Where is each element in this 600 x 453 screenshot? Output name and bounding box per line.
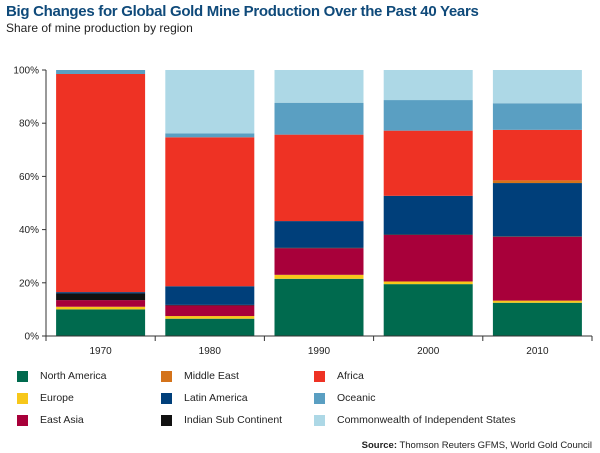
bar-segment-africa-2000 <box>383 130 473 196</box>
bar-segment-europe-1990 <box>274 274 364 279</box>
bar-segment-africa-1980 <box>165 137 255 287</box>
bar-segment-europe-1980 <box>165 316 255 319</box>
chart-axes: 0% 20% 40% 60% 80% 100% 1970 1980 1990 2000 2010 <box>13 66 593 357</box>
y-tick-label: 20% <box>19 278 39 289</box>
chart-bars <box>56 70 582 336</box>
y-tick-label: 100% <box>13 66 39 77</box>
bar-segment-indian-sub-continent-1980 <box>165 304 255 306</box>
source-note: Source: Thomson Reuters GFMS, World Gold… <box>362 440 592 451</box>
bar-segment-oceanic-1970 <box>56 70 146 74</box>
bar-segment-latin-america-2000 <box>383 195 473 235</box>
bar-segment-oceanic-2000 <box>383 100 473 131</box>
chart-title: Big Changes for Global Gold Mine Product… <box>6 3 479 20</box>
bar-segment-indian-sub-continent-2000 <box>383 234 473 235</box>
bar-segment-north-america-2010 <box>492 302 582 336</box>
bar-segment-east-asia-1970 <box>56 300 146 307</box>
bar-segment-oceanic-1980 <box>165 133 255 138</box>
y-tick-label: 40% <box>19 225 39 236</box>
bar-segment-commonwealth-of-independent-states-2000 <box>383 70 473 101</box>
bar-segment-north-america-2000 <box>383 284 473 336</box>
y-tick-label: 60% <box>19 172 39 183</box>
source-text: Thomson Reuters GFMS, World Gold Council <box>399 440 592 451</box>
bar-segment-africa-1970 <box>56 73 146 293</box>
bar-segment-africa-1990 <box>274 134 364 222</box>
bar-segment-commonwealth-of-independent-states-1980 <box>165 70 255 134</box>
bar-segment-north-america-1970 <box>56 309 146 336</box>
bar-segment-latin-america-2010 <box>492 183 582 237</box>
x-tick-label: 1990 <box>308 346 331 357</box>
bar-segment-east-asia-1990 <box>274 248 364 275</box>
x-tick-label: 2010 <box>526 346 549 357</box>
bar-segment-latin-america-1980 <box>165 286 255 305</box>
y-tick-label: 0% <box>25 332 40 343</box>
bar-segment-europe-2000 <box>383 281 473 285</box>
bar-segment-east-asia-2000 <box>383 234 473 282</box>
bar-segment-africa-2010 <box>492 129 582 181</box>
x-tick-label: 2000 <box>417 346 440 357</box>
bar-segment-latin-america-1990 <box>274 221 364 248</box>
bar-segment-oceanic-2010 <box>492 103 582 130</box>
bar-segment-north-america-1980 <box>165 318 255 336</box>
bar-segment-europe-1970 <box>56 306 146 310</box>
x-tick-label: 1980 <box>199 346 222 357</box>
source-label: Source: <box>361 440 397 451</box>
y-tick-label: 80% <box>19 119 39 130</box>
bar-segment-indian-sub-continent-1970 <box>56 293 146 301</box>
chart-subtitle: Share of mine production by region <box>6 21 193 35</box>
bar-segment-middle-east-2010 <box>492 180 582 184</box>
bar-segment-commonwealth-of-independent-states-1990 <box>274 70 364 103</box>
bar-segment-indian-sub-continent-2010 <box>492 236 582 237</box>
bar-segment-indian-sub-continent-1990 <box>274 247 364 249</box>
bar-segment-east-asia-1980 <box>165 305 255 317</box>
bar-segment-latin-america-1970 <box>56 292 146 294</box>
bar-segment-europe-2010 <box>492 300 582 303</box>
x-tick-label: 1970 <box>89 346 112 357</box>
bar-segment-oceanic-1990 <box>274 102 364 135</box>
bar-segment-east-asia-2010 <box>492 236 582 301</box>
bar-segment-commonwealth-of-independent-states-2010 <box>492 70 582 104</box>
bar-segment-north-america-1990 <box>274 278 364 336</box>
